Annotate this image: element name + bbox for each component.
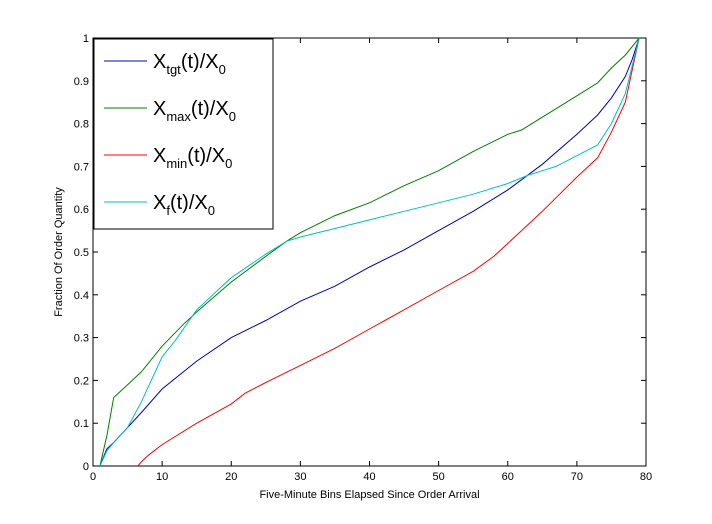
- y-tick-label: 0.3: [74, 333, 89, 345]
- legend-label-3: Xf(t)/X0: [153, 192, 215, 218]
- x-tick-label: 30: [294, 471, 306, 483]
- x-tick-label: 80: [640, 471, 652, 483]
- y-tick-label: 0.4: [74, 290, 89, 302]
- y-tick-label: 1: [83, 33, 89, 45]
- y-tick-label: 0.5: [74, 247, 89, 259]
- x-tick-label: 0: [90, 471, 96, 483]
- y-tick-label: 0: [83, 461, 89, 473]
- legend-label-2: Xmin(t)/X0: [153, 145, 232, 171]
- x-tick-label: 10: [156, 471, 168, 483]
- x-tick-label: 20: [225, 471, 237, 483]
- legend-box: [93, 38, 274, 230]
- x-tick-label: 60: [502, 471, 514, 483]
- series-line-1: [99, 37, 640, 467]
- series-line-2: [137, 37, 640, 467]
- axis-ticks: 0 10 20 30 40 50 60 70 80 0 0.1 0.2 0.3 0.4 0.5 0.6 0.7 0…: [74, 33, 652, 483]
- y-axis-label: Fraction Of Order Quantity: [53, 187, 65, 317]
- y-tick-label: 0.2: [74, 375, 89, 387]
- x-tick-label: 50: [433, 471, 445, 483]
- y-tick-label: 0.9: [74, 76, 89, 88]
- y-tick-label: 0.1: [74, 418, 89, 430]
- x-axis-label: Five-Minute Bins Elapsed Since Order Arr…: [259, 489, 479, 501]
- y-tick-label: 0.8: [74, 119, 89, 131]
- series-line-0: [99, 37, 640, 467]
- y-tick-label: 0.7: [74, 161, 89, 173]
- series-line-3: [99, 37, 640, 467]
- x-tick-label: 70: [571, 471, 583, 483]
- legend: Xtgt(t)/X0 Xmax(t)/X0 Xmin(t)/X0 Xf(t)/X0: [93, 38, 274, 230]
- legend-label-1: Xmax(t)/X0: [153, 98, 236, 124]
- x-tick-label: 40: [363, 471, 375, 483]
- y-tick-label: 0.6: [74, 204, 89, 216]
- legend-label-0: Xtgt(t)/X0: [153, 51, 226, 77]
- series-layer: [99, 37, 640, 467]
